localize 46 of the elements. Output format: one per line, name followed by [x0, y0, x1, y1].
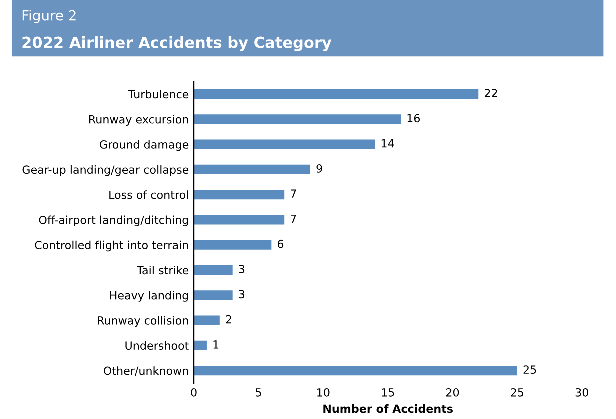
caption: Figure 2	[22, 10, 76, 24]
x-tick-label: 20	[446, 388, 460, 397]
bar	[194, 140, 376, 150]
bar	[194, 240, 272, 250]
y-tick-label: Heavy landing	[110, 291, 188, 302]
data-label: 2	[226, 315, 232, 324]
x-tick-label: 10	[318, 388, 330, 397]
x-tick-label: 25	[511, 388, 524, 397]
bar	[194, 164, 310, 174]
x-tick-label: 15	[382, 388, 394, 397]
y-tick-label: Other/unknown	[104, 366, 188, 376]
bar	[194, 366, 518, 376]
data-label: 7	[291, 214, 296, 224]
bar	[194, 290, 233, 300]
data-label: 3	[239, 290, 245, 299]
bar	[194, 316, 220, 326]
y-tick-label: Tail strike	[137, 266, 189, 275]
data-label: 22	[485, 89, 498, 98]
data-label: 25	[524, 366, 536, 374]
y-tick-label: Controlled flight into terrain	[35, 240, 188, 252]
data-label: 3	[239, 265, 245, 274]
data-label: 9	[316, 164, 322, 173]
x-tick-label: 30	[576, 388, 588, 397]
y-tick-label: Off-airport landing/ditching	[39, 216, 188, 227]
data-label: 14	[382, 140, 394, 148]
y-tick-label: Runway excursion	[90, 115, 188, 126]
bar	[194, 215, 285, 225]
y-tick-label: Gear-up landing/gear collapse	[22, 165, 189, 176]
bar	[194, 90, 479, 100]
y-tick-label: Turbulence	[128, 90, 189, 99]
y-tick-label: Ground damage	[100, 140, 189, 152]
data-label: 6	[278, 240, 284, 248]
y-tick-label: Loss of control	[110, 190, 188, 200]
bar	[194, 340, 207, 350]
data-label: 16	[408, 114, 420, 123]
bar	[194, 265, 233, 276]
x-axis-title: Number of Accidents	[324, 404, 453, 414]
y-tick-label: Undershoot	[126, 341, 189, 350]
chart-title: 2022 Airliner Accidents by Category	[22, 36, 332, 52]
x-tick-label: 5	[256, 388, 262, 397]
data-label: 7	[291, 190, 296, 198]
y-tick-label: Runway collision	[98, 316, 188, 328]
bar	[194, 114, 402, 124]
x-tick-label: 0	[191, 388, 197, 397]
data-label: 1	[214, 340, 219, 349]
bar	[194, 190, 285, 200]
